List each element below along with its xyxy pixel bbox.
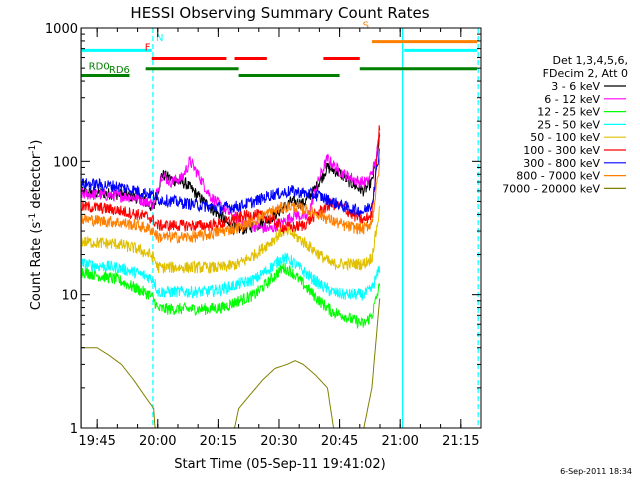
flag-label-rd6: RD6 bbox=[109, 65, 130, 76]
legend-header-line: Det 1,3,4,5,6, bbox=[552, 54, 628, 67]
series-line-4 bbox=[80, 205, 381, 274]
y-axis-label: Count Rate (s-1 detector-1) bbox=[28, 140, 44, 311]
x-tick-label: 21:15 bbox=[442, 434, 479, 449]
series-line-3 bbox=[80, 252, 381, 301]
x-tick-label: 21:00 bbox=[381, 434, 418, 449]
flag-label-n: N bbox=[156, 33, 163, 44]
legend-entry-label: 12 - 25 keV bbox=[537, 106, 600, 119]
legend-entry-label: 50 - 100 keV bbox=[530, 131, 600, 144]
x-tick-label: 20:30 bbox=[260, 434, 297, 449]
y-tick-label: 100 bbox=[53, 155, 78, 170]
legend-entry-label: 25 - 50 keV bbox=[537, 118, 600, 131]
flag-label-s: S bbox=[363, 21, 369, 32]
plot-area: F RD0 RD6 N S 1 10 100 1000 19:45 20:00 20:15 20:30 2… bbox=[45, 21, 482, 449]
series-line-7 bbox=[80, 158, 381, 244]
x-tick-label: 20:45 bbox=[321, 434, 358, 449]
chart-title: HESSI Observing Summary Count Rates bbox=[130, 4, 429, 22]
legend: Det 1,3,4,5,6,FDecim 2, Att 03 - 6 keV6 … bbox=[502, 54, 628, 195]
y-tick-label: 1000 bbox=[45, 22, 78, 37]
timestamp: 6-Sep-2011 18:34 bbox=[560, 467, 632, 476]
series-line-2 bbox=[80, 262, 381, 330]
y-axis-label-sup: -1 bbox=[28, 145, 38, 154]
series-line-5 bbox=[80, 125, 381, 235]
series-line-1 bbox=[80, 132, 381, 234]
legend-entry-label: 100 - 300 keV bbox=[523, 144, 600, 157]
legend-entry-label: 300 - 800 keV bbox=[523, 157, 600, 170]
legend-header-line: FDecim 2, Att 0 bbox=[543, 67, 628, 80]
x-tick-label: 20:15 bbox=[200, 434, 237, 449]
legend-entry-label: 3 - 6 keV bbox=[551, 80, 600, 93]
flag-label-rd0: RD0 bbox=[89, 61, 110, 72]
x-tick-label: 20:00 bbox=[139, 434, 176, 449]
y-axis-label-sup: -1 bbox=[28, 213, 38, 222]
legend-entry-label: 7000 - 20000 keV bbox=[502, 182, 600, 195]
legend-entry-label: 6 - 12 keV bbox=[544, 93, 600, 106]
x-tick-label: 19:45 bbox=[78, 434, 115, 449]
legend-entry-label: 800 - 7000 keV bbox=[516, 170, 600, 183]
flag-label-f: F bbox=[145, 42, 151, 53]
plot-frame bbox=[80, 27, 482, 429]
x-axis-label: Start Time (05-Sep-11 19:41:02) bbox=[174, 457, 385, 472]
y-tick-label: 10 bbox=[61, 289, 78, 304]
series-line-6 bbox=[80, 148, 381, 218]
y-tick-label: 1 bbox=[70, 422, 78, 437]
